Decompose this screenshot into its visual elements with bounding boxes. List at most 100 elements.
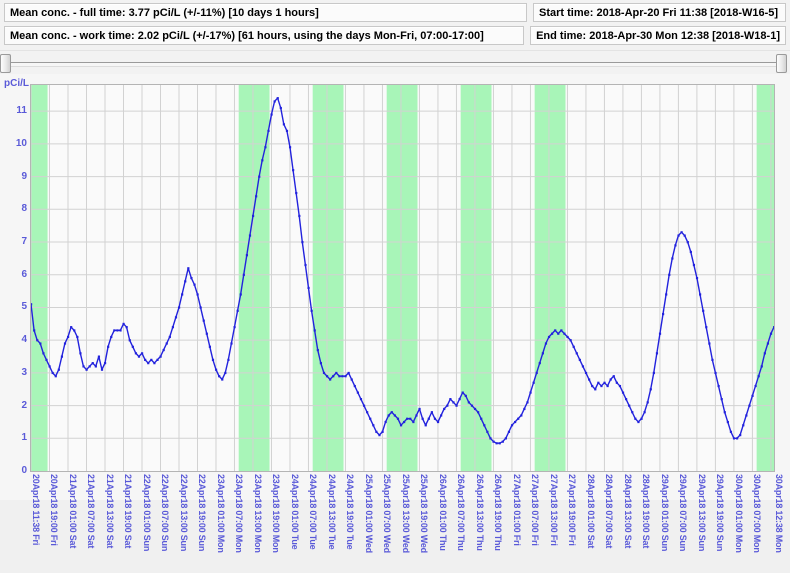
data-point [316,348,319,352]
data-point [606,384,609,388]
data-point [227,358,230,361]
data-point [295,191,298,195]
data-point [732,437,736,440]
data-point [480,417,483,420]
y-axis-ticks: 0 1 2 3 4 5 6 7 8 9 10 11 [0,84,27,476]
x-tick-label: 29Apr18 07:00 Sun [678,474,689,552]
data-point [473,407,477,411]
data-point [57,368,60,371]
data-point [751,394,754,397]
data-point [683,234,686,237]
data-point [245,254,249,257]
data-point [440,414,443,417]
data-point [418,407,421,411]
x-tick-label: 22Apr18 07:00 Sun [160,474,171,552]
x-tick-label: 24Apr18 19:00 Tue [345,474,356,550]
data-point [655,352,659,355]
data-point [449,398,452,401]
data-point [535,371,538,375]
x-tick-label: 30Apr18 12:38 Mon [774,474,784,553]
data-point [73,329,76,332]
data-point [729,430,733,433]
data-point [116,329,119,332]
data-point [563,332,566,335]
data-point [211,358,215,361]
x-tick-label: 25Apr18 07:00 Wed [382,474,393,553]
data-point [88,365,91,368]
data-point [495,442,498,445]
data-point [390,411,393,414]
slider-track[interactable] [8,62,782,67]
data-point [695,277,699,280]
work-time-band [460,85,492,471]
data-point [48,365,51,368]
data-point [510,424,514,427]
data-point [31,303,33,306]
data-point [322,371,326,375]
y-tick-label: 4 [21,334,27,346]
data-point [218,375,221,378]
data-point [600,384,603,388]
data-point [181,293,184,296]
data-point [224,371,227,375]
data-point [612,375,615,378]
data-point [668,273,671,276]
x-axis-ticks: 20Apr18 11:38 Fri 20Apr18 19:00 Fri 21Apr1… [30,473,784,573]
data-point [177,306,181,309]
y-tick-label: 8 [21,203,27,215]
data-point [572,345,575,348]
y-axis-unit-label: pCi/L [4,78,29,89]
data-point [122,322,125,325]
data-point [430,411,433,414]
x-tick-label: 24Apr18 13:00 Tue [326,474,337,550]
range-end-handle[interactable] [776,54,787,73]
data-point [131,345,134,348]
mean-work-time-field: Mean conc. - work time: 2.02 pCi/L (+/-1… [4,26,525,45]
data-point [162,348,165,352]
data-point [156,358,159,361]
data-point [736,437,739,440]
data-point [569,339,572,342]
data-point [409,417,412,420]
data-point [282,123,285,126]
data-point [264,146,267,149]
data-point [677,234,680,237]
mean-full-time-field: Mean conc. - full time: 3.77 pCi/L (+/-1… [4,3,527,22]
data-point [492,440,495,443]
data-point [640,417,643,420]
data-point [42,352,45,355]
range-start-handle[interactable] [0,54,11,73]
data-point [618,384,622,388]
y-tick-label: 7 [21,236,27,248]
data-point [372,424,375,427]
data-point [91,362,94,365]
data-point [455,404,458,407]
data-point [270,113,273,116]
data-point [446,404,449,407]
data-point [646,401,649,404]
data-point [427,417,430,420]
plot-canvas[interactable] [30,84,775,472]
y-tick-label: 3 [21,366,27,378]
data-point [350,378,353,381]
data-point [387,414,390,417]
data-point [119,329,122,332]
data-point [171,326,175,329]
data-point [153,362,156,365]
data-point [557,332,560,335]
x-tick-label: 28Apr18 07:00 Sat [604,474,615,549]
data-point [356,391,359,394]
work-time-band [534,85,566,471]
data-point [705,326,708,329]
data-point [288,146,292,149]
time-range-slider[interactable] [0,50,790,75]
data-point [396,417,400,420]
data-point [239,293,242,296]
data-point [757,375,760,378]
data-point [603,381,606,384]
data-point [754,384,757,388]
data-point [51,371,54,375]
x-tick-label: 27Apr18 19:00 Fri [567,474,578,546]
data-point [221,378,224,381]
y-tick-label: 11 [16,105,27,117]
